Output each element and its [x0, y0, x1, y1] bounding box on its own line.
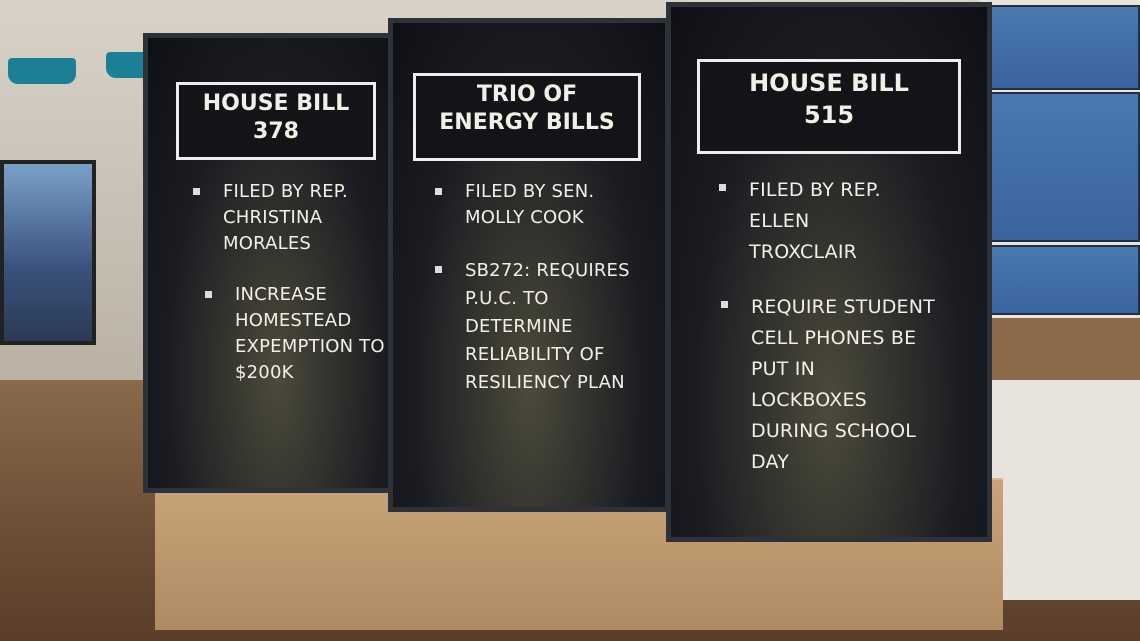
bullet-text-line: RELIABILITY OF [465, 344, 605, 365]
bullet-text-line: SB272: REQUIRES [465, 260, 630, 281]
bullet-text-line: FILED BY REP. [223, 181, 348, 202]
bullet-icon [435, 266, 442, 273]
bullet-text-line: PUT IN [751, 358, 816, 380]
panel-title: HOUSE BILL 515 [697, 59, 961, 154]
wall-monitor [0, 160, 96, 345]
bullet-item: FILED BY REP. ELLEN TROXCLAIR [719, 175, 881, 268]
title-line: TRIO OF [476, 82, 578, 107]
pendant-lamp [8, 58, 76, 84]
bullet-text-line: ELLEN [749, 210, 810, 232]
panel-house-bill-378: HOUSE BILL 378 FILED BY REP. CHRISTINA MOR… [143, 33, 410, 493]
bullet-text-line: RESILIENCY PLAN [465, 372, 625, 393]
bullet-item: SB272: REQUIRES P.U.C. TO DETERMINE RELIABI… [435, 257, 630, 397]
title-line: 515 [803, 101, 855, 129]
bullet-text-line: $200K [235, 362, 294, 383]
bullet-text-line: EXPEMPTION TO [235, 336, 385, 357]
bullet-text-line: DURING SCHOOL [751, 420, 917, 442]
bullet-text-line: MOLLY COOK [465, 207, 584, 228]
bullet-text-line: TROXCLAIR [749, 241, 858, 263]
bullet-text-line: FILED BY SEN. [465, 181, 595, 202]
bullet-text-line: P.U.C. TO [465, 288, 549, 309]
panel-house-bill-515: HOUSE BILL 515 FILED BY REP. ELLEN TROXCLA… [666, 2, 992, 542]
bullet-item: INCREASE HOMESTEAD EXPEMPTION TO $200K [205, 282, 385, 386]
title-line: ENERGY BILLS [439, 110, 615, 135]
panel-title: HOUSE BILL 378 [176, 82, 376, 160]
bullet-icon [435, 188, 442, 195]
bullet-item: REQUIRE STUDENT CELL PHONES BE PUT IN LOCKB… [721, 292, 935, 478]
bullet-item: FILED BY SEN. MOLLY COOK [435, 179, 595, 231]
bullet-text-line: REQUIRE STUDENT [751, 296, 935, 318]
title-line: HOUSE BILL [749, 69, 909, 97]
panel-title: TRIO OF ENERGY BILLS [413, 73, 641, 161]
bullet-text-line: DETERMINE [465, 316, 573, 337]
video-wall-screen [986, 245, 1140, 315]
bullet-text-line: DAY [751, 451, 790, 473]
bullet-item: FILED BY REP. CHRISTINA MORALES [193, 179, 348, 257]
bullet-icon [193, 188, 200, 195]
bullet-icon [721, 301, 728, 308]
wall-panel [985, 318, 1140, 380]
bullet-text-line: CELL PHONES BE [751, 327, 917, 349]
panel-trio-energy-bills: TRIO OF ENERGY BILLS FILED BY SEN. MOLLY … [388, 18, 670, 512]
bullet-icon [719, 184, 726, 191]
bullet-text-line: LOCKBOXES [751, 389, 867, 411]
bullet-text-line: MORALES [223, 233, 312, 254]
title-line: HOUSE BILL [202, 91, 350, 116]
bullet-text-line: CHRISTINA [223, 207, 323, 228]
bullet-icon [205, 291, 212, 298]
bullet-text-line: HOMESTEAD [235, 310, 352, 331]
title-line: 378 [253, 119, 299, 144]
bullet-text-line: INCREASE [235, 284, 327, 305]
video-wall-screen [986, 92, 1140, 242]
bullet-text-line: FILED BY REP. [749, 179, 881, 201]
video-wall-screen [986, 5, 1140, 90]
